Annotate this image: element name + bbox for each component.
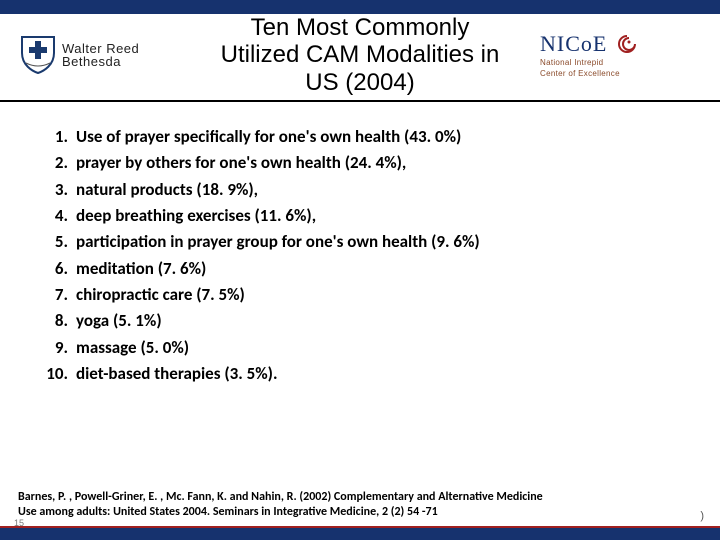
slide-content: Use of prayer specifically for one's own… xyxy=(0,102,720,397)
walter-reed-text: Walter Reed Bethesda xyxy=(62,42,139,68)
modalities-list: Use of prayer specifically for one's own… xyxy=(40,124,680,387)
list-item: diet-based therapies (3. 5%). xyxy=(40,361,680,387)
nicoe-logo: NICoE National Intrepid Center of Excell… xyxy=(540,31,700,79)
title-line-1: Ten Most Commonly xyxy=(180,14,540,42)
slide-header: Walter Reed Bethesda Ten Most Commonly U… xyxy=(0,14,720,102)
citation-line-1: Barnes, P. , Powell-Griner, E. , Mc. Fan… xyxy=(18,490,670,505)
list-item: Use of prayer specifically for one's own… xyxy=(40,124,680,150)
nicoe-text: NICoE xyxy=(540,31,607,57)
page-number-right: ) xyxy=(700,510,704,522)
nicoe-sub2: Center of Excellence xyxy=(540,70,620,79)
title-line-2: Utilized CAM Modalities in xyxy=(180,41,540,69)
list-item: meditation (7. 6%) xyxy=(40,256,680,282)
list-item: prayer by others for one's own health (2… xyxy=(40,150,680,176)
list-item: chiropractic care (7. 5%) xyxy=(40,282,680,308)
citation-line-2: Use among adults: United States 2004. Se… xyxy=(18,505,670,520)
list-item: natural products (18. 9%), xyxy=(40,177,680,203)
swirl-icon xyxy=(613,32,641,56)
nicoe-sub1: National Intrepid xyxy=(540,59,603,68)
bottom-bar xyxy=(0,526,720,540)
slide-title: Ten Most Commonly Utilized CAM Modalitie… xyxy=(180,14,540,97)
top-bar xyxy=(0,0,720,14)
walter-reed-logo: Walter Reed Bethesda xyxy=(20,35,180,75)
list-item: participation in prayer group for one's … xyxy=(40,229,680,255)
shield-icon xyxy=(20,35,56,75)
list-item: massage (5. 0%) xyxy=(40,335,680,361)
title-line-3: US (2004) xyxy=(180,69,540,97)
list-item: yoga (5. 1%) xyxy=(40,308,680,334)
list-item: deep breathing exercises (11. 6%), xyxy=(40,203,680,229)
wr-line2: Bethesda xyxy=(62,55,139,68)
citation: Barnes, P. , Powell-Griner, E. , Mc. Fan… xyxy=(18,490,670,520)
